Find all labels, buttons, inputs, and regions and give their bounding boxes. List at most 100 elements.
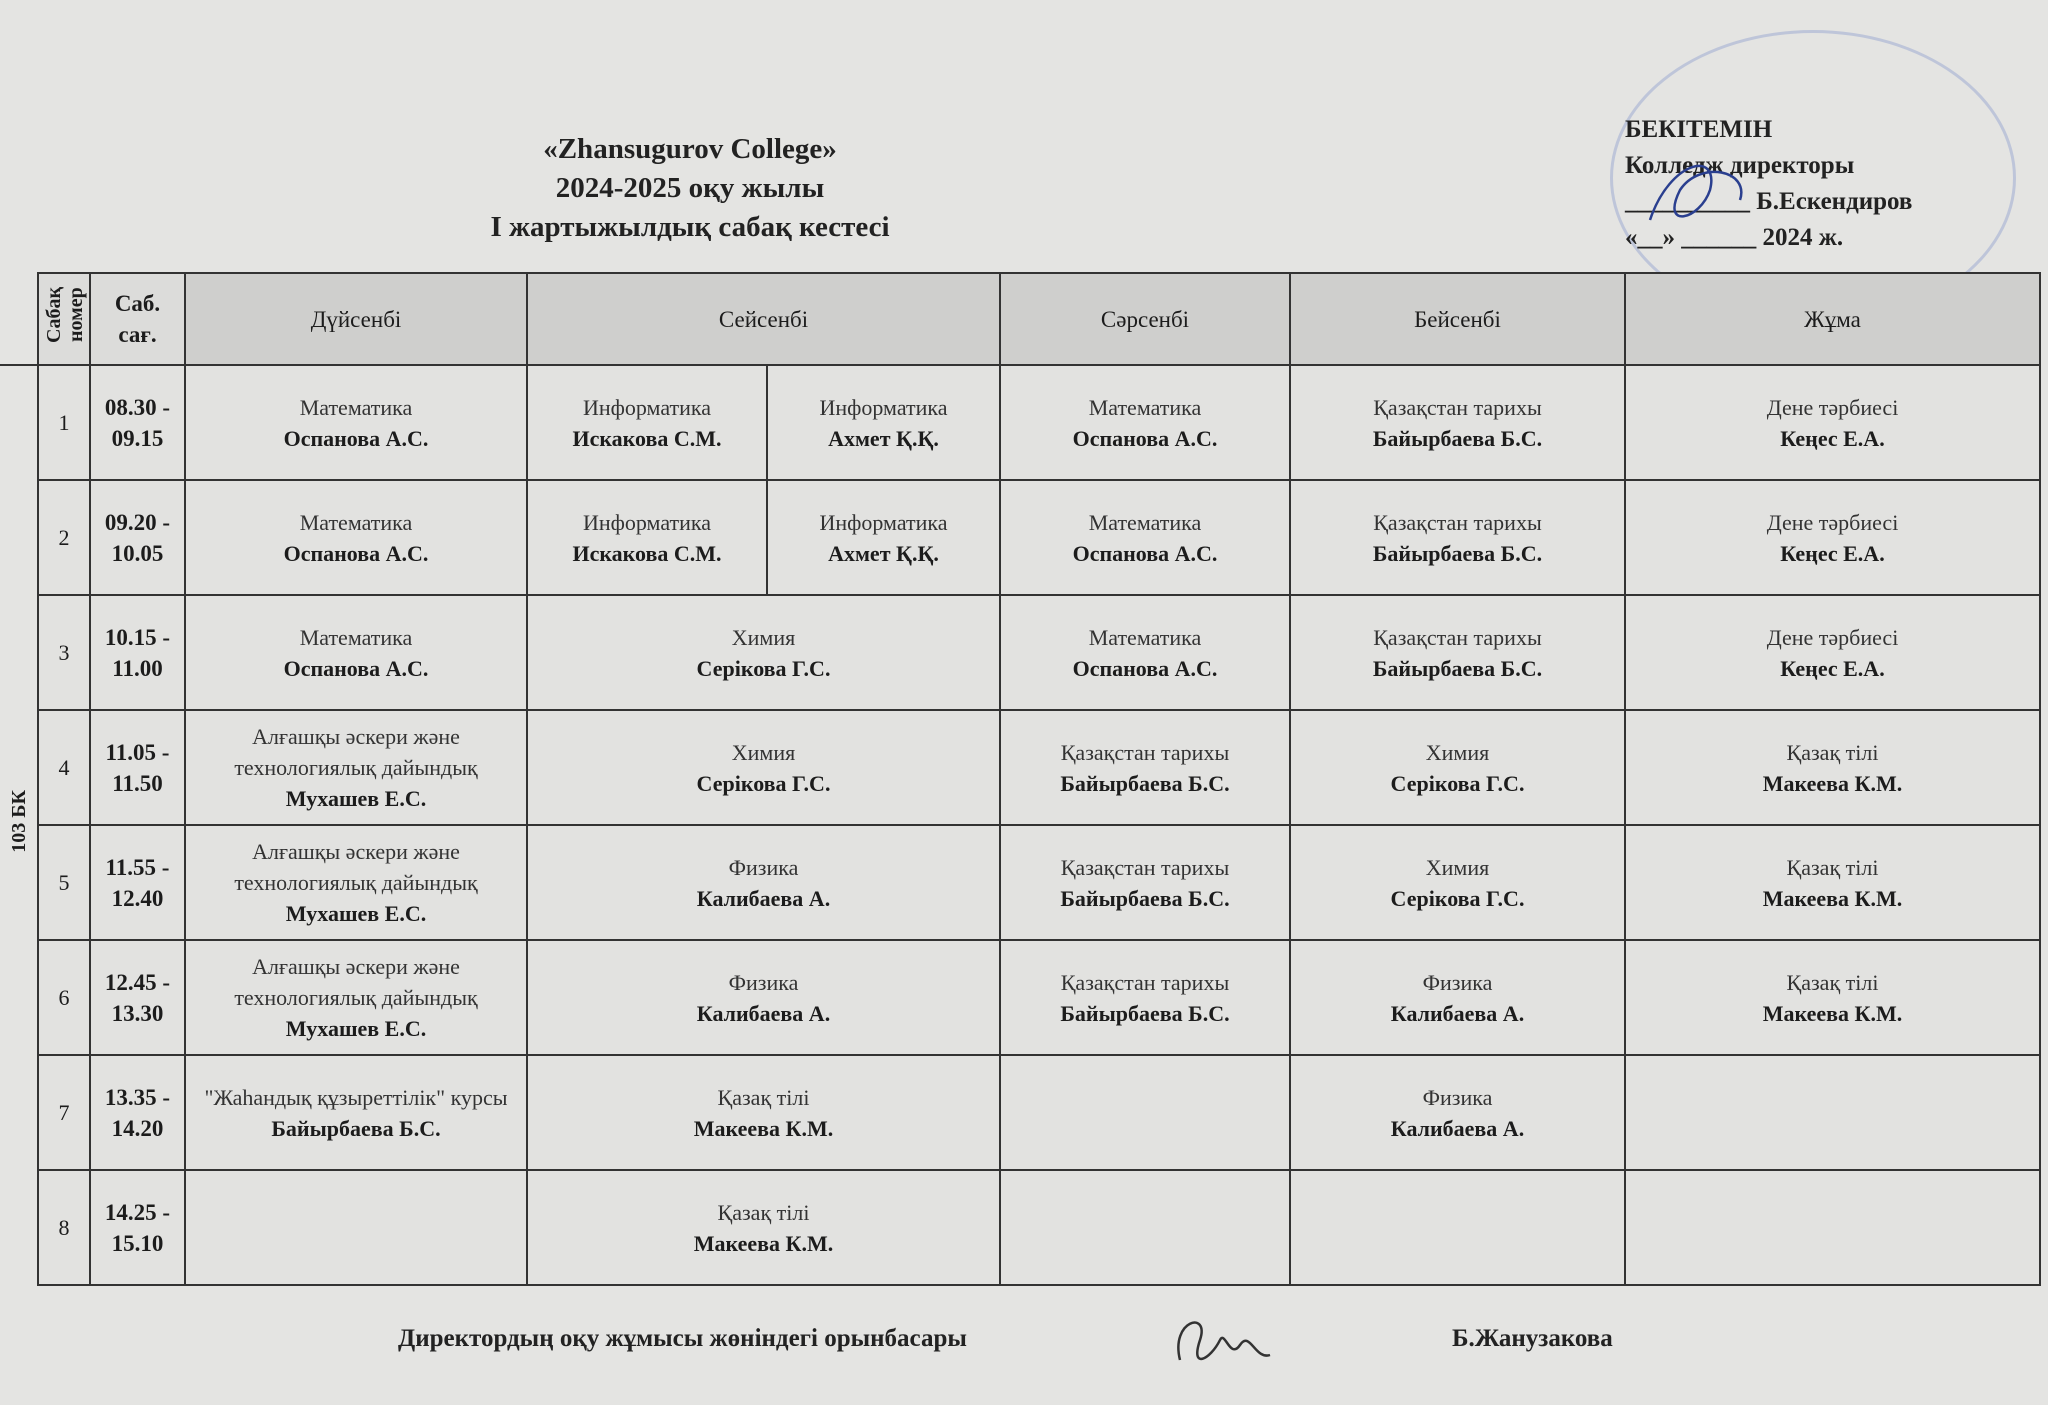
schedule-table: Сабақ номер Саб. сағ. Дүйсенбі Сейсенбі … <box>0 272 2041 1286</box>
lesson-number: 2 <box>37 479 91 596</box>
lesson-number: 1 <box>37 364 91 481</box>
subject: Қазақ тілі <box>1786 739 1879 765</box>
lesson-cell: "Жаһандық құзыреттілік" курсы Байырбаева … <box>184 1054 528 1171</box>
subject: Қазақстан тарихы <box>1060 969 1230 995</box>
subject: Қазақстан тарихы <box>1373 624 1542 650</box>
lesson-number: 8 <box>37 1169 91 1286</box>
subject: Информатика <box>582 509 712 535</box>
subject: Математика <box>299 394 413 420</box>
teacher: Байырбаева Б.С. <box>1372 655 1543 681</box>
lesson-cell: Дене тәрбиесі Кеңес Е.А. <box>1624 479 2041 596</box>
lesson-cell: Математика Оспанова А.С. <box>184 479 528 596</box>
approval-heading: БЕКІТЕМІН <box>1625 116 1773 143</box>
subject: Информатика <box>582 394 712 420</box>
subject: Химия <box>1425 854 1490 880</box>
table-row: 103 БК 1 08.30 - 09.15 Математика Оспанова А… <box>0 364 2041 1285</box>
table-row: 4 11.05 - 11.50 Алғашқы әскери және технол… <box>0 709 2041 826</box>
schedule-title: I жартыжылдық сабақ кестесі <box>490 211 890 243</box>
subject: Қазақстан тарихы <box>1373 394 1542 420</box>
header-thursday: Бейсенбі <box>1289 272 1626 366</box>
lesson-number: 6 <box>37 939 91 1056</box>
lesson-time: 09.20 - 10.05 <box>89 479 186 596</box>
academic-year: 2024-2025 оқу жылы <box>555 172 825 204</box>
header-time: Саб. сағ. <box>89 272 186 366</box>
subject: Алғашқы әскери және технологиялық дайынд… <box>234 724 478 780</box>
lesson-cell: Математика Оспанова А.С. <box>999 479 1291 596</box>
table-row: 2 09.20 - 10.05 Математика Оспанова А.С. Инф… <box>0 479 2041 596</box>
lesson-cell: Қазақстан тарихы Байырбаева Б.С. <box>999 824 1291 941</box>
group-name: 103 БК <box>7 790 30 853</box>
subject: Қазақстан тарихы <box>1060 739 1230 765</box>
lesson-cell: Қазақ тілі Макеева К.М. <box>526 1169 1001 1286</box>
lesson-cell: Қазақстан тарихы Байырбаева Б.С. <box>999 709 1291 826</box>
teacher: Байырбаева Б.С. <box>1372 425 1543 451</box>
header-wednesday: Сәрсенбі <box>999 272 1291 366</box>
lesson-cell <box>999 1054 1291 1171</box>
lesson-cell: Математика Оспанова А.С. <box>184 594 528 711</box>
lesson-cell: Қазақ тілі Макеева К.М. <box>1624 824 2041 941</box>
teacher: Оспанова А.С. <box>283 655 429 681</box>
subject: Дене тәрбиесі <box>1766 624 1899 650</box>
teacher: Серікова Г.С. <box>696 770 831 796</box>
subject: Қазақ тілі <box>717 1084 810 1110</box>
lesson-cell: Информатика Искакова С.М. <box>526 364 768 481</box>
subject: Дене тәрбиесі <box>1766 394 1899 420</box>
deputy-signature <box>1177 1321 1271 1361</box>
teacher: Кеңес Е.А. <box>1780 540 1885 566</box>
lesson-cell: Дене тәрбиесі Кеңес Е.А. <box>1624 594 2041 711</box>
lesson-cell: Қазақ тілі Макеева К.М. <box>526 1054 1001 1171</box>
lesson-number: 7 <box>37 1054 91 1171</box>
subject: Химия <box>731 624 796 650</box>
teacher: Калибаева А. <box>1390 1115 1525 1141</box>
lesson-cell: Математика Оспанова А.С. <box>999 364 1291 481</box>
lesson-cell: Қазақстан тарихы Байырбаева Б.С. <box>1289 479 1626 596</box>
subject: Қазақстан тарихы <box>1373 509 1542 535</box>
teacher: Макеева К.М. <box>1762 1000 1903 1026</box>
approval-block: БЕКІТЕМІН Колледж директоры __________ Б… <box>1625 112 1912 256</box>
teacher: Калибаева А. <box>696 1000 831 1026</box>
subject: Математика <box>1088 394 1202 420</box>
lesson-time: 12.45 - 13.30 <box>89 939 186 1056</box>
lesson-cell <box>1289 1169 1626 1286</box>
approval-role: Колледж директоры <box>1625 152 1855 179</box>
lesson-cell: Физика Калибаева А. <box>526 939 1001 1056</box>
lesson-cell: Қазақ тілі Макеева К.М. <box>1624 709 2041 826</box>
lesson-cell: Физика Калибаева А. <box>526 824 1001 941</box>
lesson-time: 10.15 - 11.00 <box>89 594 186 711</box>
lesson-cell: Дене тәрбиесі Кеңес Е.А. <box>1624 364 2041 481</box>
teacher: Макеева К.М. <box>1762 770 1903 796</box>
lesson-number: 3 <box>37 594 91 711</box>
subject: Информатика <box>819 509 948 535</box>
teacher: Серікова Г.С. <box>1390 885 1525 911</box>
lesson-cell: Қазақстан тарихы Байырбаева Б.С. <box>1289 594 1626 711</box>
teacher: Серікова Г.С. <box>1390 770 1525 796</box>
lesson-cell <box>1624 1169 2041 1286</box>
header-row: Сабақ номер Саб. сағ. Дүйсенбі Сейсенбі … <box>0 272 2041 366</box>
lesson-cell: Қазақстан тарихы Байырбаева Б.С. <box>999 939 1291 1056</box>
table-row: 6 12.45 - 13.30 Алғашқы әскери және технол… <box>0 939 2041 1056</box>
subject: Информатика <box>819 394 948 420</box>
teacher: Калибаева А. <box>1390 1000 1525 1026</box>
table-row: 3 10.15 - 11.00 Математика Оспанова А.С. Хим… <box>0 594 2041 711</box>
lesson-cell: Математика Оспанова А.С. <box>999 594 1291 711</box>
lesson-number: 5 <box>37 824 91 941</box>
lesson-cell: Химия Серікова Г.С. <box>526 709 1001 826</box>
teacher: Ахмет Қ.Қ. <box>828 425 939 451</box>
subject: Математика <box>1088 509 1202 535</box>
teacher: Искакова С.М. <box>572 425 722 451</box>
deputy-position: Директордың оқу жұмысы жөніндегі орынбас… <box>398 1325 967 1352</box>
table-row: 7 13.35 - 14.20 "Жаһандық құзыреттілік" ку… <box>0 1054 2041 1171</box>
group-label: 103 БК <box>0 365 39 1285</box>
teacher: Макеева К.М. <box>1762 885 1903 911</box>
header-tuesday: Сейсенбі <box>526 272 1001 366</box>
subject: Химия <box>731 739 796 765</box>
subject: Математика <box>299 624 413 650</box>
teacher: Искакова С.М. <box>572 540 722 566</box>
subject: Алғашқы әскери және технологиялық дайынд… <box>234 954 478 1010</box>
subject: Физика <box>728 854 799 880</box>
subject: Алғашқы әскери және технологиялық дайынд… <box>234 839 478 895</box>
teacher: Оспанова А.С. <box>1072 425 1218 451</box>
subject: Қазақ тілі <box>1786 854 1879 880</box>
header-friday: Жұма <box>1624 272 2041 366</box>
header-lesson-number: Сабақ номер <box>37 272 91 366</box>
